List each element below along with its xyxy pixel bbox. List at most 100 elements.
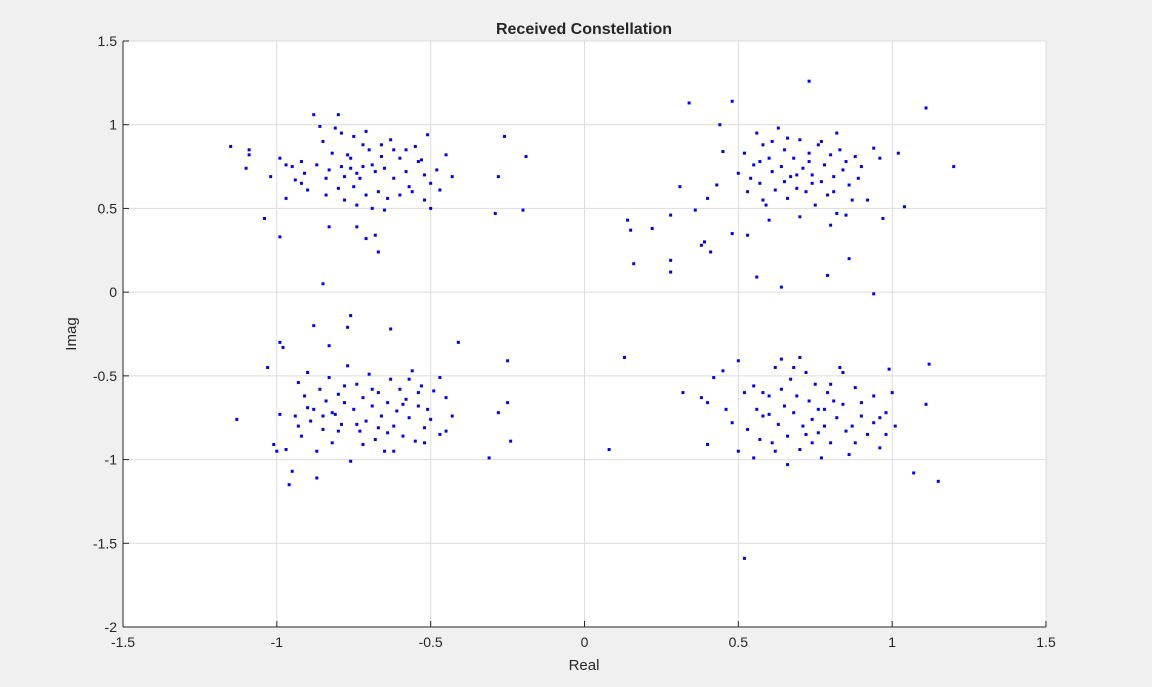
data-point <box>924 402 928 406</box>
data-point <box>770 139 774 143</box>
data-point <box>847 453 851 457</box>
data-point <box>847 183 851 187</box>
y-tick-label: 1.5 <box>98 33 118 49</box>
y-tick-label: -0.5 <box>93 368 117 384</box>
data-point <box>524 155 528 159</box>
data-point <box>426 407 430 411</box>
data-point <box>681 391 685 395</box>
data-point <box>878 156 882 160</box>
data-point <box>423 426 427 430</box>
data-point <box>404 148 408 152</box>
data-point <box>339 165 343 169</box>
data-point <box>429 206 433 210</box>
data-point <box>321 139 325 143</box>
data-point <box>432 389 436 393</box>
data-point <box>383 208 387 212</box>
data-point <box>327 225 331 229</box>
data-point <box>352 185 356 189</box>
data-point <box>832 175 836 179</box>
data-point <box>767 394 771 398</box>
data-point <box>330 151 334 155</box>
data-point <box>736 359 740 363</box>
data-point <box>801 166 805 170</box>
data-point <box>872 394 876 398</box>
data-point <box>773 449 777 453</box>
data-point <box>826 193 830 197</box>
data-point <box>761 198 765 202</box>
data-point <box>373 437 377 441</box>
data-point <box>324 176 328 180</box>
data-point <box>736 449 740 453</box>
data-point <box>229 144 233 148</box>
data-point <box>835 131 839 135</box>
data-point <box>330 411 334 415</box>
data-point <box>247 153 251 157</box>
data-point <box>626 218 630 222</box>
data-point <box>826 391 830 395</box>
data-point <box>853 155 857 159</box>
data-point <box>423 198 427 202</box>
data-point <box>339 131 343 135</box>
data-point <box>884 432 888 436</box>
data-point <box>278 235 282 239</box>
data-point <box>303 171 307 175</box>
data-point <box>816 143 820 147</box>
data-point <box>389 377 393 381</box>
data-point <box>795 394 799 398</box>
data-point <box>496 411 500 415</box>
data-point <box>290 165 294 169</box>
data-point <box>429 417 433 421</box>
data-point <box>506 401 510 405</box>
data-point <box>810 173 814 177</box>
data-point <box>330 441 334 445</box>
data-point <box>779 357 783 361</box>
data-point <box>841 371 845 375</box>
data-point <box>355 171 359 175</box>
data-point <box>693 208 697 212</box>
data-point <box>299 160 303 164</box>
data-point <box>712 376 716 380</box>
data-point <box>736 171 740 175</box>
data-point <box>398 193 402 197</box>
data-point <box>416 404 420 408</box>
data-point <box>438 188 442 192</box>
data-point <box>450 414 454 418</box>
data-point <box>333 412 337 416</box>
data-point <box>407 416 411 420</box>
y-tick-label: 0.5 <box>98 200 118 216</box>
data-point <box>336 113 340 117</box>
data-point <box>829 441 833 445</box>
data-point <box>746 427 750 431</box>
data-point <box>767 218 771 222</box>
data-point <box>370 163 374 167</box>
data-point <box>423 441 427 445</box>
data-point <box>355 382 359 386</box>
data-point <box>404 170 408 174</box>
data-point <box>303 394 307 398</box>
data-point <box>312 407 316 411</box>
data-point <box>706 401 710 405</box>
data-point <box>521 208 525 212</box>
data-point <box>343 175 347 179</box>
data-point <box>786 136 790 140</box>
data-point <box>822 407 826 411</box>
data-point <box>379 414 383 418</box>
data-point <box>419 158 423 162</box>
data-point <box>361 443 365 447</box>
data-point <box>349 459 353 463</box>
data-point <box>850 424 854 428</box>
data-point <box>312 113 316 117</box>
data-point <box>299 434 303 438</box>
data-point <box>413 439 417 443</box>
data-point <box>401 402 405 406</box>
data-point <box>284 163 288 167</box>
data-point <box>822 163 826 167</box>
data-point <box>376 426 380 430</box>
data-point <box>404 397 408 401</box>
y-tick-label: 1 <box>109 117 117 133</box>
data-point <box>383 449 387 453</box>
data-point <box>287 483 291 487</box>
data-point <box>832 399 836 403</box>
data-point <box>383 166 387 170</box>
data-point <box>742 556 746 560</box>
